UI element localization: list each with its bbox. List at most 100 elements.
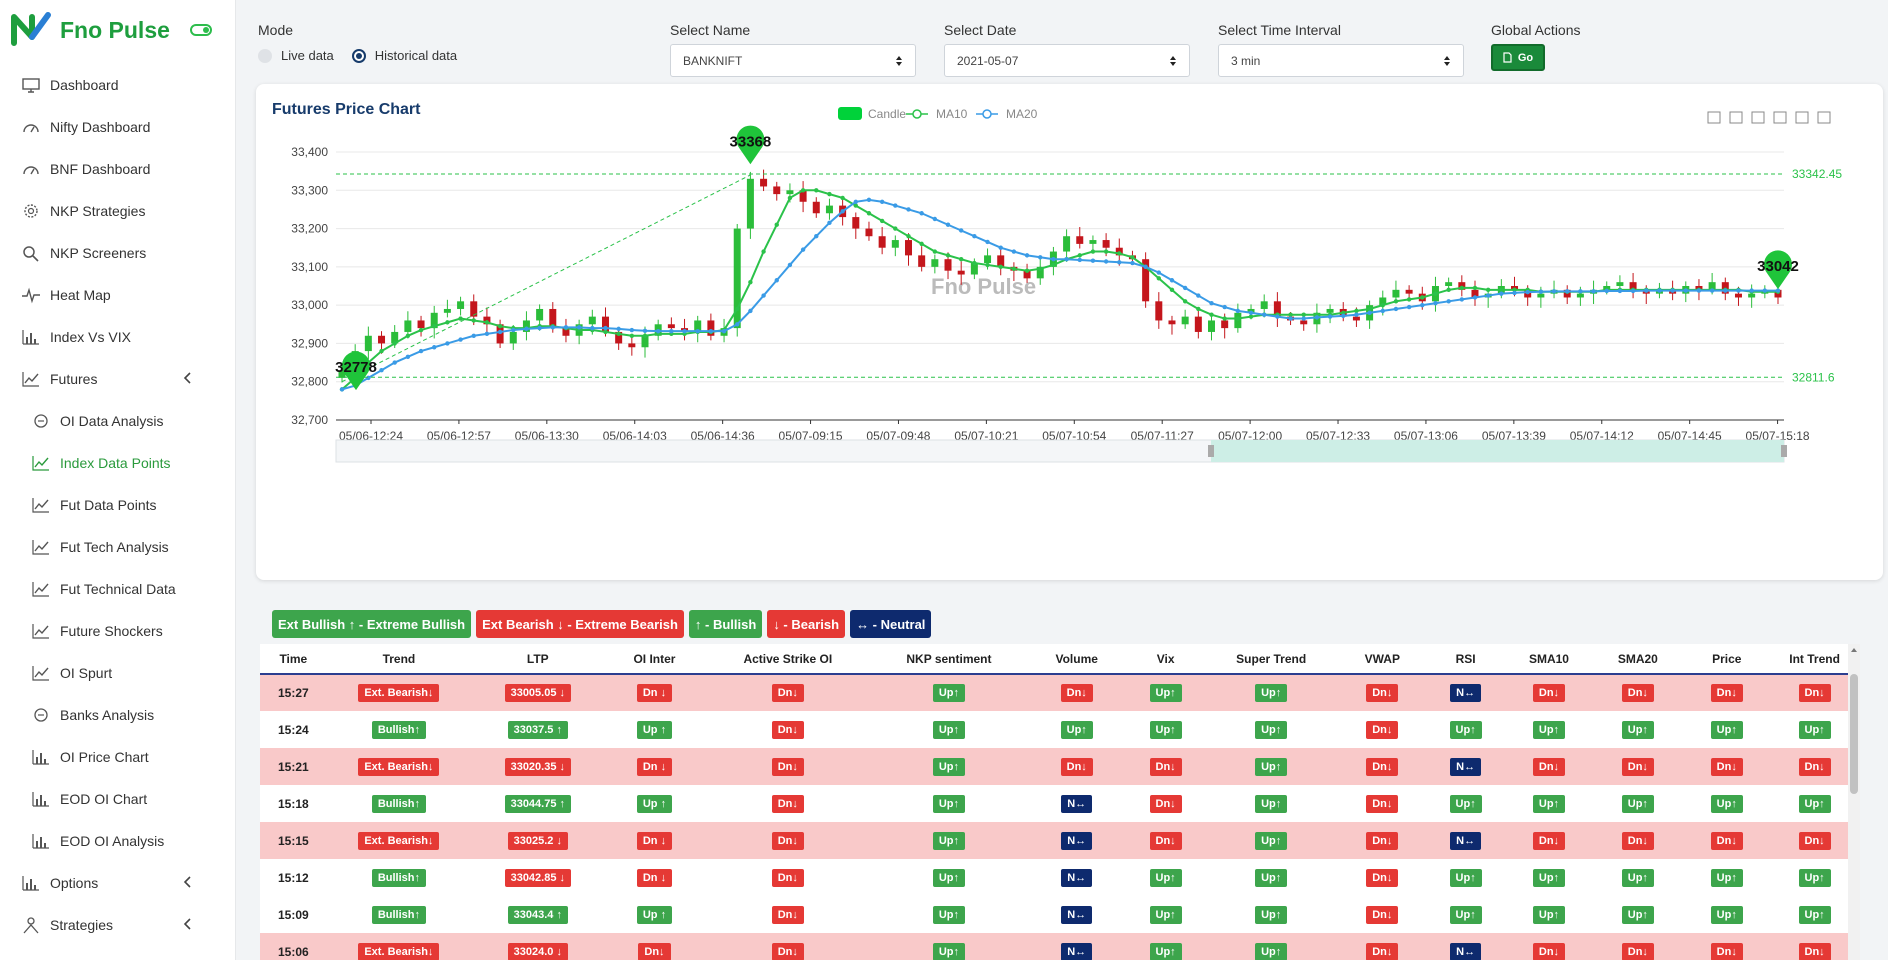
table-row[interactable]: 15:18 Bullish↑ 33044.75 ↑ Up ↑ Dn↓ Up↑ N↔ Dn↓ Up…	[260, 785, 1858, 822]
scrollbar-thumb[interactable]	[1850, 674, 1858, 794]
sidebar-item-label: OI Spurt	[60, 665, 113, 681]
table-cell: Up↑	[1126, 896, 1205, 933]
sidebar: Fno Pulse Dashboard Nifty Dashboard BNF Da…	[0, 0, 236, 960]
legend-item[interactable]: MA10	[906, 107, 968, 121]
table-row[interactable]: 15:27 Ext. Bearish↓ 33005.05 ↓ Dn ↓ Dn↓ Up↑ Dn…	[260, 674, 1858, 711]
table-cell: 15:18	[260, 785, 327, 822]
signal-badge: Up↑	[1621, 905, 1654, 924]
table-row[interactable]: 15:06 Ext. Bearish↓ 33024.0 ↓ Dn↓ Dn↓ Up↑ N↔ Up…	[260, 933, 1858, 960]
column-header[interactable]: Int Trend	[1771, 644, 1858, 675]
sidebar-item-oi-spurt[interactable]: OI Spurt	[0, 652, 235, 694]
column-header[interactable]: SMA10	[1504, 644, 1594, 675]
column-header[interactable]: Volume	[1026, 644, 1127, 675]
legend-label: MA20	[1006, 107, 1038, 121]
ma20-point	[1103, 259, 1109, 264]
column-header[interactable]: Active Strike OI	[704, 644, 872, 675]
sidebar-item-dashboard[interactable]: Dashboard	[0, 64, 235, 106]
search-icon	[20, 244, 42, 262]
chevron-left-icon[interactable]	[181, 917, 195, 931]
historical-data-label[interactable]: Historical data	[374, 48, 458, 63]
column-header[interactable]: Time	[260, 644, 327, 675]
zoom-slider[interactable]	[335, 439, 1787, 463]
interval-group: Select Time Interval 3 min	[1218, 22, 1464, 77]
name-label: Select Name	[670, 22, 751, 38]
signal-badge: Dn↓	[771, 942, 804, 960]
go-button[interactable]: Go	[1491, 44, 1545, 71]
sidebar-item-oi-price-chart[interactable]: OI Price Chart	[0, 736, 235, 778]
table-row[interactable]: 15:15 Ext. Bearish↓ 33025.2 ↓ Dn ↓ Dn↓ Up↑ N↔ D…	[260, 822, 1858, 859]
sidebar-item-fut-data-points[interactable]: Fut Data Points	[0, 484, 235, 526]
table-row[interactable]: 15:24 Bullish↑ 33037.5 ↑ Up ↑ Dn↓ Up↑ Up↑ Up↑ Up…	[260, 711, 1858, 748]
legend-item[interactable]: Candle	[838, 107, 906, 121]
ma10-point	[1117, 251, 1122, 256]
candle	[904, 233, 912, 266]
column-header[interactable]: VWAP	[1337, 644, 1427, 675]
signal-badge: Up↑	[1532, 905, 1566, 924]
sidebar-item-banks-analysis[interactable]: Banks Analysis	[0, 694, 235, 736]
column-header[interactable]: LTP	[471, 644, 605, 675]
download-icon[interactable]	[1817, 111, 1831, 124]
zoom-icon[interactable]	[1707, 111, 1721, 124]
y-tick-label: 32,700	[291, 413, 328, 427]
zoom-reset-icon[interactable]	[1729, 111, 1743, 124]
column-header[interactable]: NKP sentiment	[871, 644, 1027, 675]
bar-icon[interactable]	[1773, 111, 1787, 124]
restore-icon[interactable]	[1795, 111, 1809, 124]
table-row[interactable]: 15:21 Ext. Bearish↓ 33020.35 ↓ Dn ↓ Dn↓ Up↑ Dn…	[260, 748, 1858, 785]
live-data-radio[interactable]	[258, 48, 272, 63]
scroll-up-icon[interactable]	[1850, 646, 1858, 654]
sidebar-item-index-data-points[interactable]: Index Data Points	[0, 442, 235, 484]
column-header[interactable]: Super Trend	[1204, 644, 1338, 675]
sidebar-item-fut-technical-data[interactable]: Fut Technical Data	[0, 568, 235, 610]
table-scrollbar[interactable]	[1848, 644, 1860, 960]
live-data-label[interactable]: Live data	[281, 48, 334, 63]
sidebar-item-eod-oi-analysis[interactable]: EOD OI Analysis	[0, 820, 235, 862]
signal-badge: Dn↓	[1798, 942, 1831, 960]
column-header[interactable]: Price	[1682, 644, 1772, 675]
historical-data-radio[interactable]	[351, 48, 366, 63]
sidebar-item-bnf-dashboard[interactable]: BNF Dashboard	[0, 148, 235, 190]
column-header[interactable]: SMA20	[1593, 644, 1683, 675]
table-cell: Up↑	[1204, 933, 1338, 960]
column-header[interactable]: Trend	[326, 644, 472, 675]
line-icon[interactable]	[1751, 111, 1765, 124]
ma20-point	[879, 199, 885, 204]
sidebar-item-options[interactable]: Options	[0, 862, 235, 904]
table-cell: Bullish↑	[326, 896, 472, 933]
futures-price-chart[interactable]: Candle MA10 MA20 32,700 32,800 32,900 33,000 3…	[256, 84, 1883, 580]
chevron-left-icon[interactable]	[181, 875, 195, 889]
sidebar-item-nifty-dashboard[interactable]: Nifty Dashboard	[0, 106, 235, 148]
sidebar-item-index-vs-vix[interactable]: Index Vs VIX	[0, 316, 235, 358]
ma10-point	[1235, 316, 1241, 321]
sidebar-item-oi-data-analysis[interactable]: OI Data Analysis	[0, 400, 235, 442]
sidebar-item-strategies[interactable]: Strategies	[0, 904, 235, 946]
table-row[interactable]: 15:12 Bullish↑ 33042.85 ↓ Dn ↓ Dn↓ Up↑ N↔ Up↑ Up…	[260, 859, 1858, 896]
table-row[interactable]: 15:09 Bullish↑ 33043.4 ↑ Up ↑ Dn↓ Up↑ N↔ Up↑ Up↑…	[260, 896, 1858, 933]
column-header[interactable]: RSI	[1426, 644, 1505, 675]
column-header[interactable]: Vix	[1126, 644, 1205, 675]
sidebar-item-nkp-strategies[interactable]: NKP Strategies	[0, 190, 235, 232]
sidebar-item-eod-oi-chart[interactable]: EOD OI Chart	[0, 778, 235, 820]
sidebar-item-fut-tech-analysis[interactable]: Fut Tech Analysis	[0, 526, 235, 568]
ma10-point	[1472, 285, 1478, 291]
brand[interactable]: Fno Pulse	[0, 0, 235, 60]
candle-body	[1155, 301, 1163, 321]
column-header[interactable]: OI Inter	[604, 644, 705, 675]
theme-toggle[interactable]	[189, 24, 212, 36]
date-select[interactable]: 2021-05-07	[944, 44, 1190, 77]
signal-badge: Up↑	[1449, 720, 1482, 739]
signal-badge: Up↑	[1149, 868, 1182, 887]
chevron-left-icon[interactable]	[181, 371, 195, 385]
table-cell: Bullish↑	[326, 785, 472, 822]
interval-select[interactable]: 3 min	[1218, 44, 1464, 77]
sidebar-item-futures[interactable]: Futures	[0, 358, 235, 400]
go-button-label: Go	[1517, 51, 1534, 64]
sidebar-item-nkp-screeners[interactable]: NKP Screeners	[0, 232, 235, 274]
sidebar-item-heat-map[interactable]: Heat Map	[0, 274, 235, 316]
ma20-point	[432, 345, 437, 350]
ma10-point	[1499, 287, 1504, 293]
mark-line-label: 33342.45	[1792, 167, 1842, 181]
legend-item[interactable]: MA20	[976, 107, 1038, 121]
name-select[interactable]: BANKNIFT	[670, 44, 916, 77]
sidebar-item-future-shockers[interactable]: Future Shockers	[0, 610, 235, 652]
